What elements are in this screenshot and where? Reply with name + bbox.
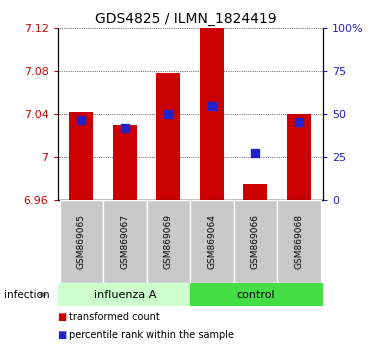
Bar [200, 28, 224, 200]
Bar [113, 125, 137, 200]
Point [252, 150, 258, 156]
Point [165, 112, 171, 117]
Point [122, 125, 128, 131]
Text: GDS4825 / ILMN_1824419: GDS4825 / ILMN_1824419 [95, 12, 276, 27]
Text: percentile rank within the sample: percentile rank within the sample [69, 330, 234, 340]
Bar [287, 114, 311, 200]
Point [78, 117, 84, 122]
Bar [234, 200, 277, 283]
Bar [58, 283, 190, 306]
Bar [190, 200, 234, 283]
Text: GSM869066: GSM869066 [251, 214, 260, 269]
Text: influenza A: influenza A [94, 290, 156, 300]
Bar [157, 73, 180, 200]
Bar [69, 112, 93, 200]
Bar [60, 200, 103, 283]
Point [209, 103, 215, 108]
Text: ■: ■ [58, 312, 67, 322]
Text: control: control [236, 290, 275, 300]
Text: GSM869064: GSM869064 [207, 214, 216, 269]
Point [296, 119, 302, 125]
Text: GSM869068: GSM869068 [294, 214, 303, 269]
Bar [147, 200, 190, 283]
Bar [277, 200, 321, 283]
Text: ■: ■ [58, 330, 67, 340]
Text: GSM869065: GSM869065 [77, 214, 86, 269]
Text: GSM869069: GSM869069 [164, 214, 173, 269]
Text: infection: infection [4, 290, 49, 300]
Bar [243, 184, 267, 200]
Text: GSM869067: GSM869067 [121, 214, 129, 269]
Text: transformed count: transformed count [69, 312, 160, 322]
Bar [103, 200, 147, 283]
Bar [190, 283, 323, 306]
